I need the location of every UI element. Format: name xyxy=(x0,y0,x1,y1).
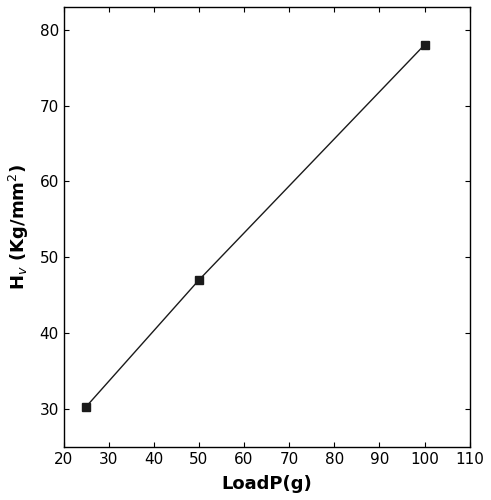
X-axis label: LoadP(g): LoadP(g) xyxy=(221,475,312,493)
Y-axis label: H$_v$ (Kg/mm$^2$): H$_v$ (Kg/mm$^2$) xyxy=(7,164,31,290)
